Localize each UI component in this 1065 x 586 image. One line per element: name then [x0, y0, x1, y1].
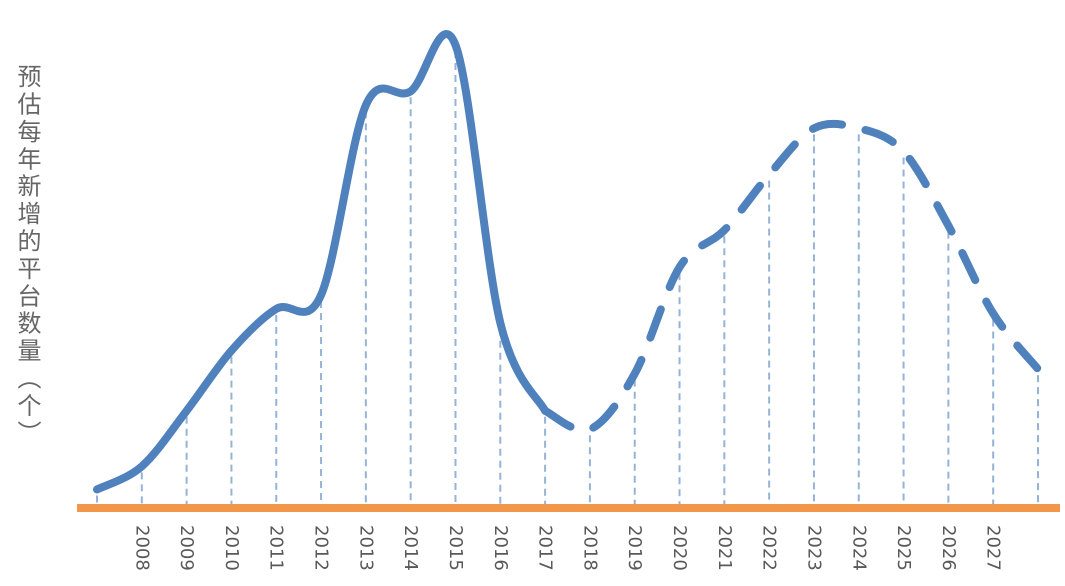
x-tick-label: 2009: [176, 525, 197, 571]
data-point-2024: [856, 125, 862, 131]
x-tick-label: 2021: [714, 525, 735, 571]
x-tick-label: 2023: [803, 525, 824, 571]
data-point-2022: [766, 172, 772, 178]
x-tick-label: 2015: [445, 525, 466, 571]
x-tick-label: 2016: [490, 525, 511, 571]
drop-lines: [96, 51, 1039, 504]
y-axis-label: 预估每年新增的平台数量（个）: [13, 64, 41, 448]
x-tick-label: 2017: [535, 525, 556, 571]
x-tick-label: 2019: [624, 525, 645, 571]
x-tick-label: 2024: [848, 525, 869, 571]
x-tick-label: 2008: [131, 525, 152, 571]
x-tick-label: 2022: [759, 525, 780, 571]
x-tick-label: 2020: [669, 525, 690, 571]
x-tick-label: 2011: [266, 525, 287, 571]
x-tick-label: 2010: [221, 525, 242, 571]
series-2-dashed-line: [541, 119, 1042, 435]
x-tick-label: 2025: [893, 525, 914, 571]
x-tick-label: 2026: [938, 525, 959, 571]
x-tick-label: 2012: [311, 525, 332, 571]
series-1-solid-line: [93, 30, 550, 494]
x-tick-label: 2018: [579, 525, 600, 571]
x-tick-label: 2027: [983, 525, 1004, 571]
data-point-2025: [901, 148, 907, 154]
series-group: [93, 30, 1042, 494]
x-tick-label: 2014: [400, 525, 421, 571]
x-tick-label: 2013: [355, 525, 376, 571]
x-tick-labels: 2008 2009 2010 2011 2012 2013 2014 2015 2016 2017…: [131, 525, 1003, 571]
